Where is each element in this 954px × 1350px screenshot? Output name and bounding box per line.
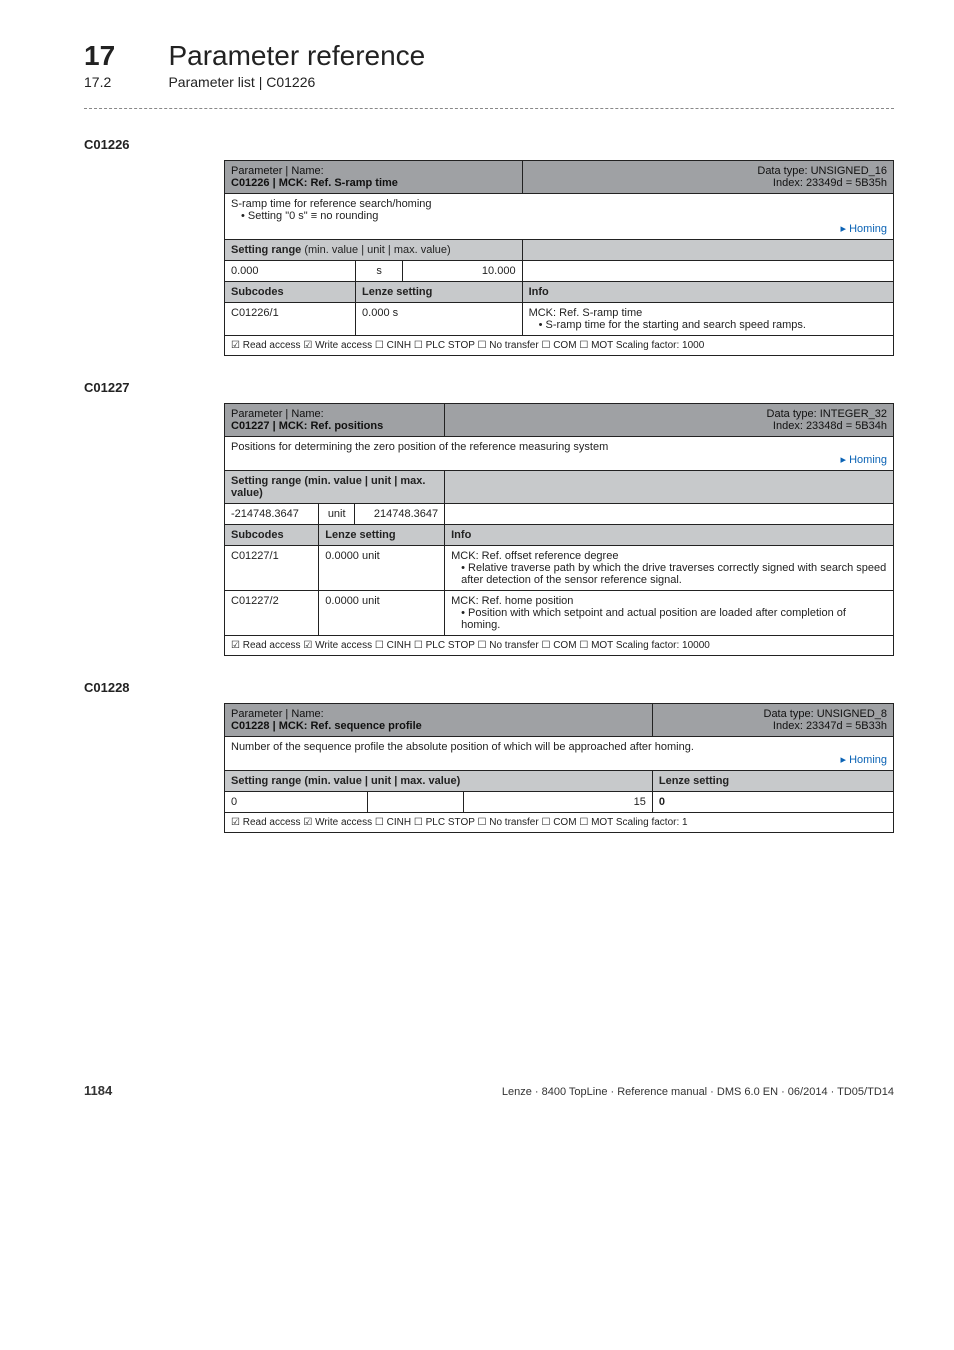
access-line: ☑ Read access ☑ Write access ☐ CINH ☐ PL… bbox=[225, 336, 894, 356]
section-title: Parameter list | C01226 bbox=[168, 74, 315, 90]
page-number: 1184 bbox=[84, 1083, 112, 1098]
setting-max: 15 bbox=[464, 792, 652, 813]
param-header-left: Parameter | Name: C01226 | MCK: Ref. S-r… bbox=[225, 161, 523, 194]
setting-min: 0.000 bbox=[225, 261, 356, 282]
footer-text: Lenze · 8400 TopLine · Reference manual … bbox=[502, 1086, 894, 1098]
header-block: 17 Parameter reference 17.2 Parameter li… bbox=[84, 40, 894, 92]
setting-min: 0 bbox=[225, 792, 368, 813]
lenze-label: Lenze setting bbox=[652, 771, 893, 792]
info-cell: MCK: Ref. S-ramp time S-ramp time for th… bbox=[522, 303, 893, 336]
subcode-cell: C01227/2 bbox=[225, 591, 319, 636]
param-description: Positions for determining the zero posit… bbox=[225, 437, 894, 471]
access-line: ☑ Read access ☑ Write access ☐ CINH ☐ PL… bbox=[225, 636, 894, 656]
page-footer: 1184 Lenze · 8400 TopLine · Reference ma… bbox=[0, 1083, 954, 1118]
homing-link[interactable]: Homing bbox=[841, 754, 887, 766]
chapter-title: Parameter reference bbox=[168, 40, 425, 72]
info-cell: MCK: Ref. home position Position with wh… bbox=[445, 591, 894, 636]
setting-unit: s bbox=[356, 261, 403, 282]
setting-min: -214748.3647 bbox=[225, 504, 319, 525]
lenze-cell: 0 bbox=[652, 792, 893, 813]
page: 17 Parameter reference 17.2 Parameter li… bbox=[0, 0, 954, 863]
lenze-cell: 0.0000 unit bbox=[319, 546, 445, 591]
lenze-cell: 0.0000 unit bbox=[319, 591, 445, 636]
chapter-number: 17 bbox=[84, 40, 164, 72]
param-header-right: Data type: INTEGER_32 Index: 23348d = 5B… bbox=[445, 404, 894, 437]
subcodes-label: Subcodes bbox=[225, 525, 319, 546]
access-line: ☑ Read access ☑ Write access ☐ CINH ☐ PL… bbox=[225, 813, 894, 833]
lenze-label: Lenze setting bbox=[356, 282, 523, 303]
info-cell: MCK: Ref. offset reference degree Relati… bbox=[445, 546, 894, 591]
homing-link[interactable]: Homing bbox=[841, 223, 887, 235]
setting-range-label: Setting range (min. value | unit | max. … bbox=[225, 771, 653, 792]
param-table-c01226: Parameter | Name: C01226 | MCK: Ref. S-r… bbox=[224, 160, 894, 356]
lenze-label: Lenze setting bbox=[319, 525, 445, 546]
setting-range-label: Setting range (min. value | unit | max. … bbox=[225, 471, 445, 504]
param-table-c01227: Parameter | Name: C01227 | MCK: Ref. pos… bbox=[224, 403, 894, 656]
setting-range-label: Setting range (min. value | unit | max. … bbox=[225, 240, 523, 261]
section-number: 17.2 bbox=[84, 74, 164, 90]
param-code-heading: C01226 bbox=[84, 137, 894, 152]
divider bbox=[84, 108, 894, 109]
setting-unit: unit bbox=[319, 504, 355, 525]
param-code-heading: C01227 bbox=[84, 380, 894, 395]
param-description: Number of the sequence profile the absol… bbox=[225, 737, 894, 771]
subcode-cell: C01227/1 bbox=[225, 546, 319, 591]
setting-max: 214748.3647 bbox=[355, 504, 445, 525]
param-description: S-ramp time for reference search/homing … bbox=[225, 194, 894, 240]
param-header-left: Parameter | Name: C01228 | MCK: Ref. seq… bbox=[225, 704, 653, 737]
lenze-cell: 0.000 s bbox=[356, 303, 523, 336]
param-header-left: Parameter | Name: C01227 | MCK: Ref. pos… bbox=[225, 404, 445, 437]
param-header-right: Data type: UNSIGNED_16 Index: 23349d = 5… bbox=[522, 161, 893, 194]
subcodes-label: Subcodes bbox=[225, 282, 356, 303]
param-code-heading: C01228 bbox=[84, 680, 894, 695]
info-label: Info bbox=[522, 282, 893, 303]
param-table-c01228: Parameter | Name: C01228 | MCK: Ref. seq… bbox=[224, 703, 894, 833]
subcode-cell: C01226/1 bbox=[225, 303, 356, 336]
setting-max: 10.000 bbox=[403, 261, 522, 282]
info-label: Info bbox=[445, 525, 894, 546]
param-header-right: Data type: UNSIGNED_8 Index: 23347d = 5B… bbox=[652, 704, 893, 737]
homing-link[interactable]: Homing bbox=[841, 454, 887, 466]
